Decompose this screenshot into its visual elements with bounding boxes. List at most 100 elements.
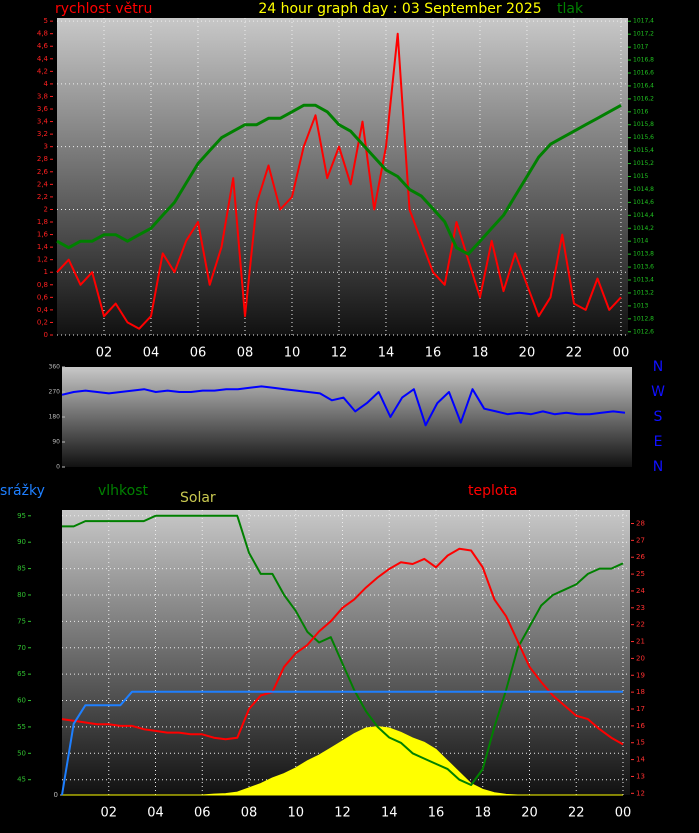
compass-label: N: [653, 359, 663, 375]
plot-area: [62, 367, 632, 467]
y3-tick-label: 0: [54, 791, 58, 799]
plot-area: [57, 18, 628, 335]
y-tick-label: 1,6: [37, 231, 49, 239]
x-tick-label: 22: [566, 346, 583, 361]
y2-tick-label: 1013,4: [633, 277, 654, 284]
x-tick-label: 04: [143, 346, 160, 361]
line: [56, 103, 622, 256]
y2-tick-label: 1015,6: [633, 134, 654, 141]
y-tick-label: 75: [17, 617, 26, 625]
legend-label: vlhkost: [98, 483, 149, 499]
y-tick-label: 0,8: [37, 281, 48, 289]
y2-tick-label: 16: [636, 722, 645, 730]
compass-label: E: [654, 434, 663, 450]
y2-tick-label: 1017: [633, 44, 648, 51]
x-tick-label: 16: [425, 346, 442, 361]
y-tick-label: 3: [44, 143, 48, 151]
y2-tick-label: 14: [636, 756, 645, 764]
legend-label: tlak: [557, 1, 584, 17]
y2-tick-label: 1014,4: [633, 212, 654, 219]
y2-tick-label: 1016,6: [633, 69, 654, 76]
x-tick-label: 10: [284, 346, 301, 361]
y-tick-label: 80: [17, 591, 26, 599]
y2-tick-label: 21: [636, 638, 645, 646]
y2-tick-label: 25: [636, 570, 645, 578]
y-tick-label: 4,2: [37, 67, 48, 75]
y-tick-label: 3,4: [37, 118, 49, 126]
y-tick-label: 4,8: [37, 30, 48, 38]
y2-tick-label: 1014,8: [633, 186, 654, 193]
y2-tick-label: 1014,2: [633, 225, 654, 232]
y-tick-label: 2,8: [37, 155, 48, 163]
y2-tick-label: 13: [636, 772, 645, 780]
x-tick-label: 22: [568, 806, 585, 821]
x-tick-label: 14: [381, 806, 398, 821]
x-tick-label: 20: [521, 806, 538, 821]
y-tick-label: 0,6: [37, 293, 49, 301]
y2-tick-label: 1013,8: [633, 251, 654, 258]
legend-label: rychlost větru: [55, 1, 152, 17]
y2-tick-label: 18: [636, 688, 645, 696]
x-tick-label: 10: [287, 806, 304, 821]
y-tick-label: 3,2: [37, 130, 48, 138]
y2-tick-label: 19: [636, 671, 645, 679]
chart-title: 24 hour graph day : 03 September 2025: [258, 1, 541, 17]
y2-tick-label: 1015,8: [633, 121, 654, 128]
y2-tick-label: 1012,6: [633, 328, 654, 335]
y-tick-label: 55: [17, 723, 26, 731]
y-tick-label: 65: [17, 670, 26, 678]
legend-label: srážky: [0, 483, 45, 499]
y-tick-label: 4,4: [37, 55, 49, 63]
y2-tick-label: 28: [636, 519, 645, 527]
legend-label: teplota: [468, 483, 518, 499]
y-tick-label: 1,8: [37, 218, 48, 226]
y2-tick-label: 1016,8: [633, 57, 654, 64]
y-tick-label: 2: [44, 205, 48, 213]
y-tick-label: 50: [17, 749, 26, 757]
y2-tick-label: 1016,2: [633, 95, 654, 102]
y2-tick-label: 26: [636, 553, 645, 561]
y-tick-label: 90: [17, 538, 26, 546]
x-tick-label: 20: [519, 346, 536, 361]
y-tick-label: 0,4: [37, 306, 49, 314]
x-tick-label: 14: [378, 346, 395, 361]
line: [61, 385, 626, 427]
y-tick-label: 0: [44, 331, 48, 339]
x-tick-label: 06: [190, 346, 207, 361]
y2-tick-label: 12: [636, 789, 645, 797]
line: [56, 32, 622, 330]
y-tick-label: 2,2: [37, 193, 48, 201]
x-tick-label: 00: [615, 806, 632, 821]
y-tick-label: 90: [52, 439, 60, 446]
y2-tick-label: 17: [636, 705, 645, 713]
y-tick-label: 180: [49, 414, 61, 421]
x-tick-label: 12: [334, 806, 351, 821]
y-tick-label: 1: [44, 268, 48, 276]
compass-label: N: [653, 459, 663, 475]
y-tick-label: 1,2: [37, 256, 48, 264]
y2-tick-label: 22: [636, 621, 645, 629]
line: [61, 547, 624, 746]
y-tick-label: 60: [17, 697, 26, 705]
y-tick-label: 0,2: [37, 318, 48, 326]
x-tick-label: 02: [100, 806, 117, 821]
y-tick-label: 85: [17, 565, 26, 573]
y2-tick-label: 1016,4: [633, 82, 654, 89]
line: [61, 690, 623, 796]
y-tick-label: 4,6: [37, 42, 49, 50]
x-tick-label: 08: [241, 806, 258, 821]
x-tick-label: 04: [147, 806, 164, 821]
x-tick-label: 16: [428, 806, 445, 821]
y2-tick-label: 27: [636, 536, 645, 544]
y-tick-label: 2,4: [37, 180, 49, 188]
x-tick-label: 02: [96, 346, 113, 361]
y-tick-label: 2,6: [37, 168, 49, 176]
x-tick-label: 08: [237, 346, 254, 361]
y2-tick-label: 1014,6: [633, 199, 654, 206]
y2-tick-label: 15: [636, 739, 645, 747]
y2-tick-label: 24: [636, 587, 645, 595]
area: [62, 726, 623, 796]
y-tick-label: 0: [56, 464, 60, 471]
